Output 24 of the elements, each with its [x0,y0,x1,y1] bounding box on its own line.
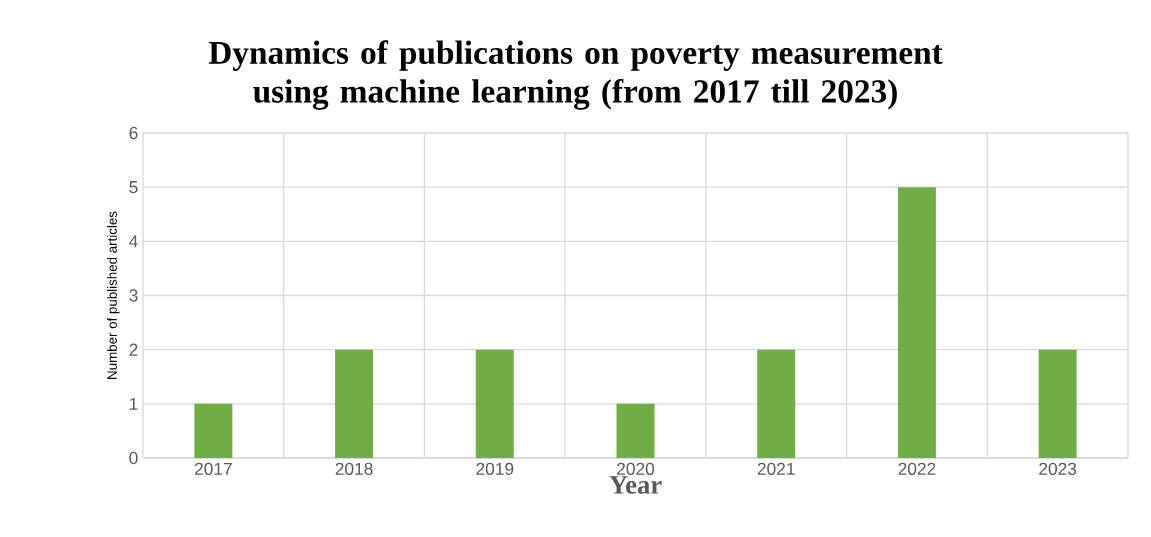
x-tick-label: 2020 [617,462,655,475]
bar [897,187,936,458]
y-tick-label: 4 [129,235,138,248]
y-tick-label: 1 [129,397,138,410]
bar [1038,349,1077,458]
x-tick-label: 2017 [194,462,232,475]
x-tick-label: 2018 [335,462,373,475]
y-axis-title: Number of published articles [107,211,120,379]
bar [616,403,655,458]
y-tick-label: 5 [129,181,138,194]
y-tick-label: 6 [129,126,138,140]
y-tick-label: 3 [129,289,138,302]
bar [335,349,374,458]
y-tick-label: 2 [129,343,138,356]
bar [194,403,233,458]
x-tick-label: 2022 [898,462,936,475]
bar [757,349,796,458]
x-tick-label: 2021 [757,462,795,475]
chart-title: Dynamics of publications on poverty measurement using machine learning (from 2017 till 2023) [208,40,943,110]
x-axis-title: Year [609,476,662,494]
x-tick-label: 2023 [1039,462,1077,475]
y-tick-label: 0 [129,451,138,465]
x-tick-label: 2019 [476,462,514,475]
bar [475,349,514,458]
